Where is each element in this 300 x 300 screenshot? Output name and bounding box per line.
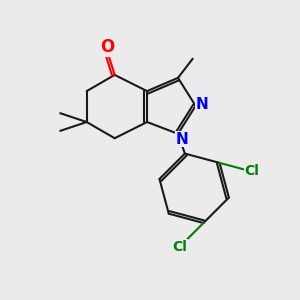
Text: N: N (196, 97, 208, 112)
Text: O: O (100, 38, 114, 56)
Text: Cl: Cl (172, 239, 188, 254)
Text: N: N (176, 132, 189, 147)
Text: Cl: Cl (244, 164, 259, 178)
